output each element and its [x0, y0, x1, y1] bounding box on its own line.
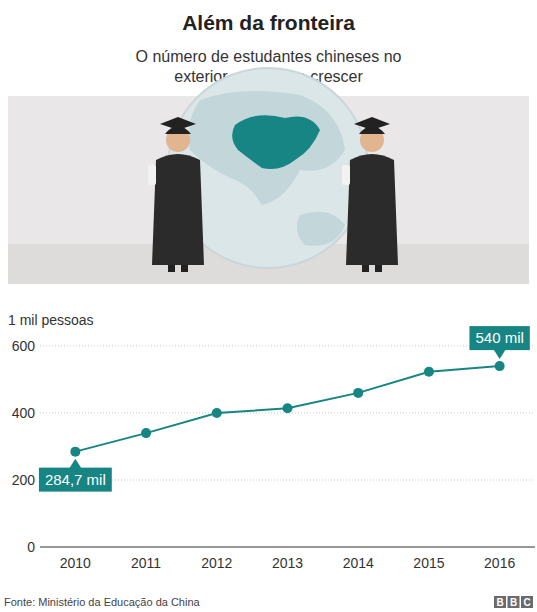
y-tick-label: 600 — [12, 338, 36, 354]
x-tick-label: 2011 — [131, 555, 161, 571]
point — [141, 428, 151, 438]
point — [70, 447, 80, 457]
data-label: 540 mil — [475, 329, 523, 346]
x-tick-label: 2013 — [272, 555, 303, 571]
credit-logo: BBC — [494, 596, 533, 608]
grid-line — [40, 346, 535, 347]
data-label-box: 540 mil — [469, 326, 529, 359]
point — [212, 408, 222, 418]
y-tick-label: 0 — [27, 539, 35, 555]
grid-line — [40, 480, 535, 481]
point — [283, 403, 293, 413]
y-tick-label: 400 — [12, 405, 36, 421]
x-tick-label: 2016 — [484, 555, 515, 571]
x-tick-label: 2015 — [413, 555, 444, 571]
source: Fonte: Ministério da Educação da China — [4, 596, 201, 608]
point — [495, 361, 505, 371]
y-axis-title: 1 mil pessoas — [8, 312, 94, 328]
point — [353, 388, 363, 398]
x-tick-label: 2010 — [60, 555, 91, 571]
x-axis-line — [40, 546, 535, 547]
point — [424, 367, 434, 377]
x-tick-label: 2012 — [201, 555, 232, 571]
x-tick-label: 2014 — [343, 555, 374, 571]
data-label-box: 284,7 mil — [39, 459, 112, 492]
credit: BBC — [496, 597, 530, 608]
y-tick-label: 200 — [12, 472, 36, 488]
title: Além da fronteira — [182, 11, 355, 34]
chart-root: Além da fronteiraO número de estudantes … — [0, 0, 537, 612]
line — [75, 366, 499, 452]
data-label: 284,7 mil — [45, 471, 106, 488]
illustration — [8, 68, 529, 284]
data-group — [70, 361, 504, 457]
